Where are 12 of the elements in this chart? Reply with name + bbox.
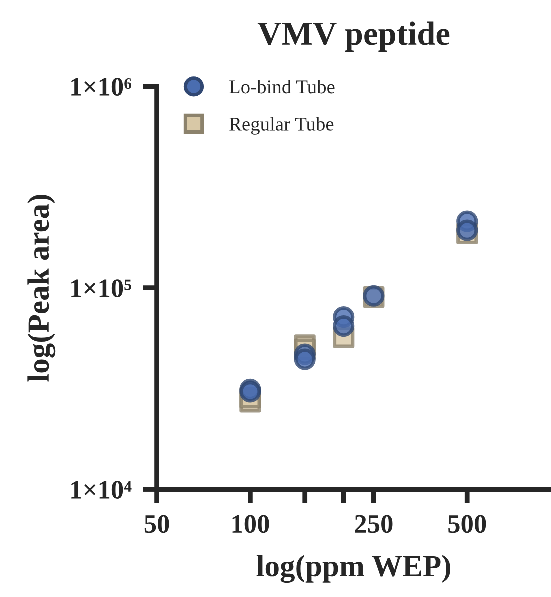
- y-tick-label: 1×10⁶: [72, 78, 132, 96]
- x-tick-label: 500: [448, 515, 486, 534]
- x-axis-title: log(ppm WEP): [256, 555, 450, 584]
- x-tick-label: 250: [355, 515, 393, 534]
- y-tick-label: 1×10⁴: [72, 481, 132, 499]
- chart-title: VMV peptide: [258, 22, 450, 52]
- legend-label: Regular Tube: [230, 117, 334, 135]
- x-tick-label: 100: [232, 515, 270, 534]
- y-axis-title: log(Peak area): [28, 195, 56, 382]
- y-tick-label: 1×10⁵: [72, 280, 132, 298]
- legend-label: Lo-bind Tube: [230, 80, 335, 94]
- x-tick-label: 50: [144, 515, 170, 534]
